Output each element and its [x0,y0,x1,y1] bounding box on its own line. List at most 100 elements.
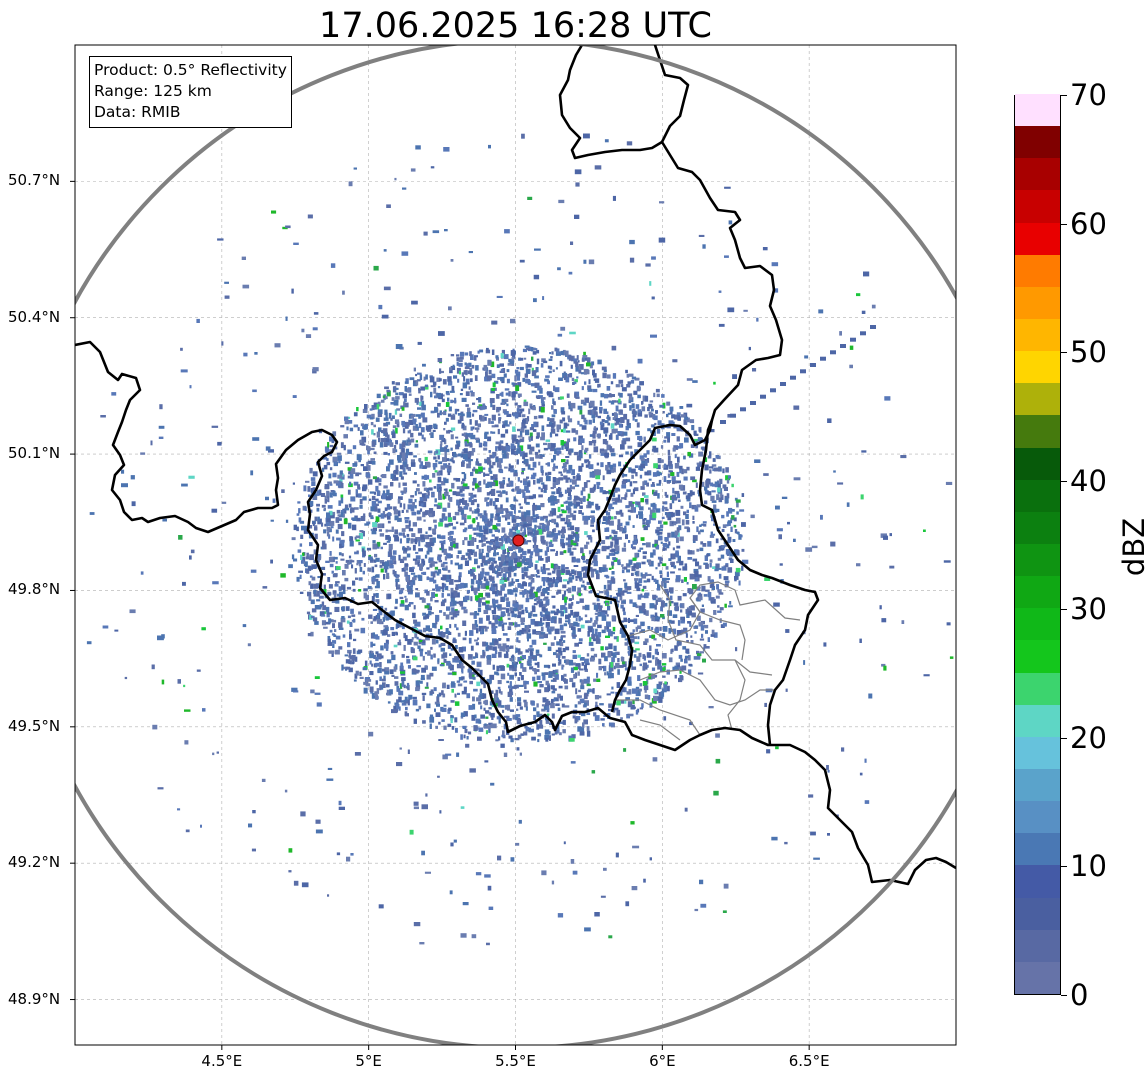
echo-pixel [626,640,630,645]
echo-pixel [440,563,445,568]
echo-pixel [584,447,589,451]
echo-pixel [568,403,573,410]
echo-pixel [506,552,510,554]
echo-pixel [335,561,338,564]
echo-pixel [604,590,608,595]
echo-pixel [615,487,620,492]
echo-pixel [313,583,318,589]
echo-pixel [597,383,601,388]
echo-pixel [573,437,577,442]
echo-pixel [442,457,447,462]
echo-pixel [452,413,455,416]
echo-pixel [606,374,611,379]
echo-pixel [528,663,532,666]
echo-pixel [407,467,411,471]
echo-pixel [533,549,536,552]
echo-pixel [523,699,527,703]
echo-pixel [639,506,644,511]
echo-pixel [376,393,381,399]
echo-pixel [454,511,460,516]
echo-pixel [637,636,640,640]
echo-pixel [489,587,492,591]
echo-pixel [601,652,606,658]
echo-pixel [599,409,603,414]
echo-pixel [441,592,444,598]
echo-pixel [375,557,380,562]
echo-pixel [517,697,522,702]
echo-pixel [541,672,545,677]
echo-pixel [299,543,303,547]
echo-pixel [534,621,539,627]
echo-pixel [342,598,347,601]
echo-pixel [471,714,476,721]
echo-pixel [407,665,411,668]
echo-pixel [466,463,471,469]
echo-pixel [701,633,704,638]
echo-pixel [644,593,649,599]
echo-pixel [516,718,521,725]
echo-pixel [703,562,708,565]
echo-pixel [632,602,637,607]
echo-pixel [301,556,306,562]
echo-pixel [356,407,359,412]
echo-pixel [602,491,607,495]
echo-pixel [417,372,422,375]
echo-pixel [445,445,449,448]
echo-pixel [396,621,401,627]
echo-pixel [527,590,532,594]
echo-pixel [565,376,570,383]
echo-pixel [433,579,437,584]
echo-pixel [649,603,655,609]
echo-pixel [349,481,352,486]
echo-pixel [662,543,668,548]
echo-pixel [488,540,494,545]
echo-pixel [592,439,597,444]
echo-pixel [584,381,587,385]
echo-pixel [522,377,526,382]
echo-pixel [656,533,660,536]
echo-pixel [590,472,595,478]
echo-pixel [536,358,540,365]
echo-pixel [559,639,562,642]
echo-pixel [485,585,490,590]
echo-pixel [354,536,357,540]
echo-pixel [535,367,539,373]
echo-pixel [593,557,597,562]
echo-pixel [585,662,590,666]
echo-pixel [611,632,615,635]
echo-pixel [694,625,698,628]
echo-pixel [516,648,521,653]
echo-pixel [514,613,517,618]
echo-pixel [420,674,425,681]
echo-pixel [505,429,509,434]
echo-pixel [553,652,557,656]
echo-pixel [418,432,422,436]
echo-pixel [741,565,744,571]
echo-pixel [625,534,628,540]
echo-pixel [532,593,536,598]
echo-pixel [564,489,567,494]
echo-pixel [438,692,442,697]
echo-pixel [311,481,316,486]
echo-pixel [584,668,588,672]
echo-pixel [418,640,423,643]
echo-pixel [555,729,560,734]
echo-pixel [546,546,549,551]
echo-pixel [715,538,719,544]
echo-pixel [696,548,700,552]
echo-pixel [498,621,502,627]
echo-pixel [447,495,451,501]
echo-pixel [371,530,377,535]
echo-pixel [555,649,561,653]
echo-pixel [553,508,556,514]
echo-pixel [414,491,417,496]
echo-pixel [388,548,392,554]
echo-pixel [433,519,437,523]
echo-pixel [430,385,436,388]
echo-pixel [323,584,326,590]
echo-pixel [670,571,675,574]
echo-pixel [575,578,578,581]
echo-pixel [562,463,567,468]
echo-pixel [469,351,472,357]
echo-pixel [571,377,575,382]
